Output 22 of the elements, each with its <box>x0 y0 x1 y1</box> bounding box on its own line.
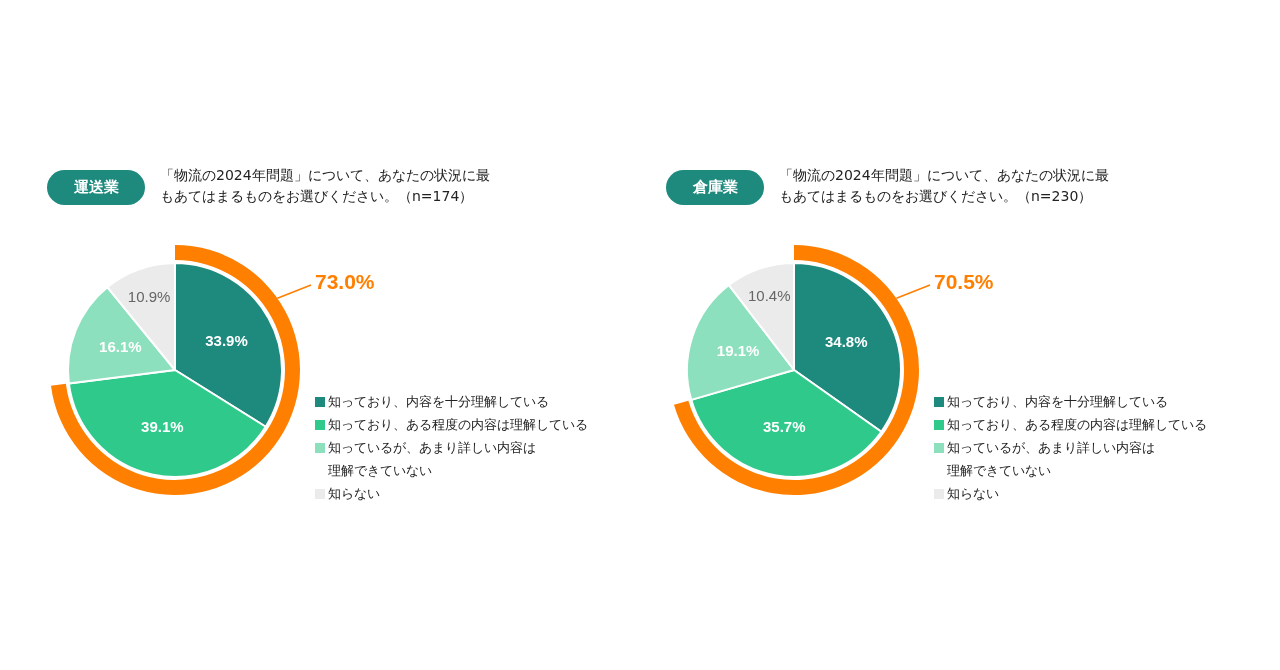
legend-label: 知っているが、あまり詳しい内容は理解できていない <box>328 439 537 480</box>
data-label: 10.9% <box>127 287 171 305</box>
data-label: 34.8% <box>824 333 868 351</box>
text: 73.0% <box>315 269 375 293</box>
data-label: 10.4% <box>748 287 791 305</box>
legend-label: 知っており、ある程度の内容は理解している <box>947 416 1207 434</box>
data-label: 35.7% <box>762 418 806 436</box>
chart-subtitle: 運送業 <box>47 170 145 205</box>
data-label: 16.1% <box>99 338 142 356</box>
legend-label: 知らない <box>947 485 999 503</box>
chart-title: 「物流の2024年問題」について、あなたの状況に最もあてはまるものをお選びください。（n=230） <box>779 166 1110 206</box>
chart-subtitle: 倉庫業 <box>666 170 764 205</box>
legend-label: 知っており、ある程度の内容は理解している <box>328 416 588 434</box>
data-label: 39.1% <box>141 417 184 435</box>
legend-label: 知っているが、あまり詳しい内容は理解できていない <box>947 439 1156 480</box>
chart-title: 「物流の2024年問題」について、あなたの状況に最もあてはまるものをお選びください。（n=174） <box>160 166 491 206</box>
text: 70.5% <box>934 269 994 293</box>
data-label: 33.9% <box>205 331 248 349</box>
data-label: 19.1% <box>716 341 760 359</box>
legend-label: 知らない <box>328 485 380 503</box>
legend-label: 知っており、内容を十分理解している <box>328 393 549 411</box>
legend-label: 知っており、内容を十分理解している <box>947 393 1168 411</box>
